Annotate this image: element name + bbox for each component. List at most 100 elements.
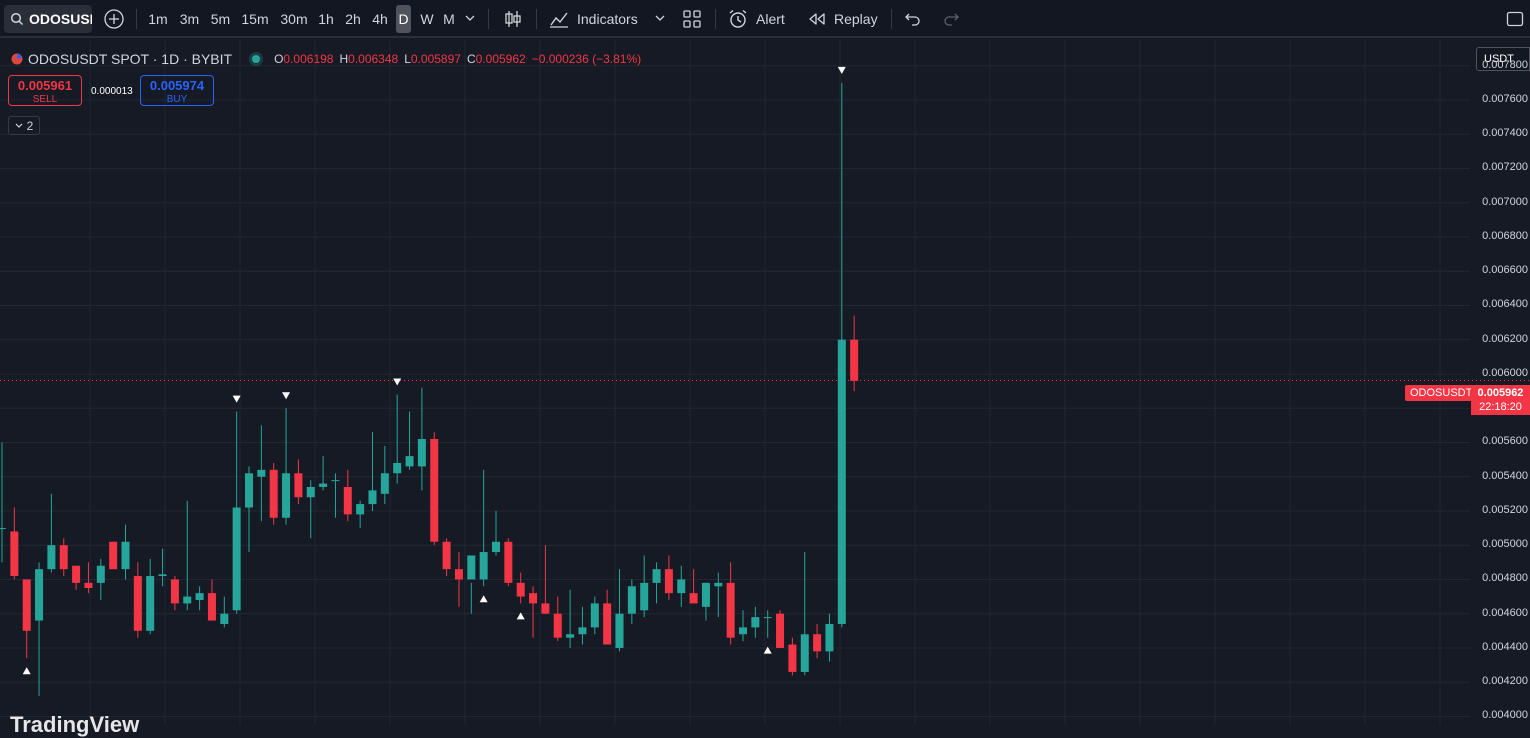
replay-button[interactable]: Replay [808,5,878,33]
add-symbol-icon[interactable] [103,8,125,30]
price-tick-label: 0.007600 [1482,92,1528,105]
interval-1h-button[interactable]: 1h [318,11,334,27]
swing-low-marker [479,595,488,603]
candle-up [615,613,624,648]
candle-down [109,541,118,570]
close-value: 0.005962 [475,52,526,66]
buy-price: 0.005974 [149,78,205,93]
candle-down [430,439,439,542]
price-tick-label: 0.007200 [1482,161,1528,174]
candle-up [652,569,661,583]
candle-up [640,582,649,611]
interval-d-button[interactable]: D [396,5,411,33]
candle-up [245,473,253,508]
candle-down [516,582,525,597]
indicators-icon [550,12,568,28]
high-value: 0.006348 [348,52,399,66]
candle-up [331,480,340,482]
divider [488,9,489,29]
divider [891,9,892,29]
price-tick-label: 0.004600 [1482,606,1528,619]
candle-up [232,507,241,611]
currency-selector[interactable]: USDT [1476,47,1530,71]
divider [536,9,537,29]
swing-high-marker [393,378,402,386]
candle-up [590,603,599,628]
price-tick-label: 0.004200 [1482,675,1528,688]
chart-legend: ODOSUSDT SPOT · 1D · BYBIT O 0.006198 H … [10,49,647,69]
candle-up [306,486,315,498]
candle-up [319,483,328,487]
interval-4h-button[interactable]: 4h [372,11,388,27]
price-tick-label: 0.005600 [1482,435,1528,448]
sell-price: 0.005961 [17,78,73,93]
candle-down [343,486,352,515]
interval-3m-button[interactable]: 3m [179,11,200,27]
alert-button[interactable]: Alert [728,5,785,33]
buy-button[interactable]: 0.005974 BUY [140,75,214,106]
chevron-down-icon[interactable] [655,14,665,22]
price-tick-label: 0.004400 [1482,640,1528,653]
indicators-button[interactable]: Indicators [549,5,638,33]
candle-up [195,593,204,600]
candle-up [393,462,402,474]
interval-2h-button[interactable]: 2h [345,11,361,27]
candle-up [158,574,167,577]
last-price-value: 0.005962 [1477,387,1524,399]
interval-5m-button[interactable]: 5m [210,11,231,27]
buy-label: BUY [166,94,188,105]
candle-down [294,473,303,498]
candle-down [776,613,785,648]
market-status-icon[interactable] [252,55,261,63]
candle-up [257,469,266,477]
candle-up [467,555,476,580]
candle-down [454,569,463,580]
candle-up [837,339,846,624]
fullscreen-icon[interactable] [1506,11,1524,27]
candle-down [10,531,19,577]
divider [136,9,137,29]
candle-up [368,490,377,505]
undo-icon[interactable] [904,11,922,27]
swing-low-marker [22,667,31,675]
price-tick-label: 0.005400 [1482,469,1528,482]
candle-down [689,593,698,604]
price-chart[interactable] [0,40,1530,725]
sell-button[interactable]: 0.005961 SELL [8,75,82,106]
symbol-search-button[interactable]: ODOSUSD [4,5,92,33]
top-toolbar: ODOSUSD 1m 3m 5m 15m 30m 1h 2h 4h DWM Indicators [0,0,1530,38]
candle-up [47,545,56,570]
candle-down [726,582,735,638]
interval-1m-button[interactable]: 1m [148,11,168,27]
alert-label: Alert [756,11,785,27]
divider [715,9,716,29]
last-price-symbol-tag: ODOSUSDT [1405,385,1478,401]
indicators-label: Indicators [577,11,638,27]
candle-down [603,603,612,645]
layouts-grid-icon[interactable] [682,9,702,29]
change-value: −0.000236 (−3.81%) [531,52,642,66]
spread-value: 0.000013 [91,86,133,97]
collapsed-count: 2 [26,118,34,133]
low-key: L [404,52,411,66]
candle-down [813,634,822,652]
candle-up [282,473,291,518]
candle-up [417,439,426,467]
interval-30m-button[interactable]: 30m [280,11,308,27]
chevron-down-icon[interactable] [465,14,475,22]
interval-w-button[interactable]: W [420,11,434,27]
candle-up [800,634,809,672]
interval-15m-button[interactable]: 15m [241,11,269,27]
legend-title: ODOSUSDT SPOT · 1D · BYBIT [28,51,233,67]
candle-down [442,541,451,570]
price-tick-label: 0.006600 [1482,264,1528,277]
interval-m-button[interactable]: M [443,11,455,27]
candles-chart-type-icon[interactable] [503,9,523,29]
candle-up [356,504,365,515]
open-value: 0.006198 [283,52,334,66]
redo-icon[interactable] [942,11,960,27]
candle-down [850,339,859,381]
indicators-collapse-button[interactable]: 2 [8,116,40,135]
candle-down [788,644,797,672]
candle-down [59,545,68,570]
